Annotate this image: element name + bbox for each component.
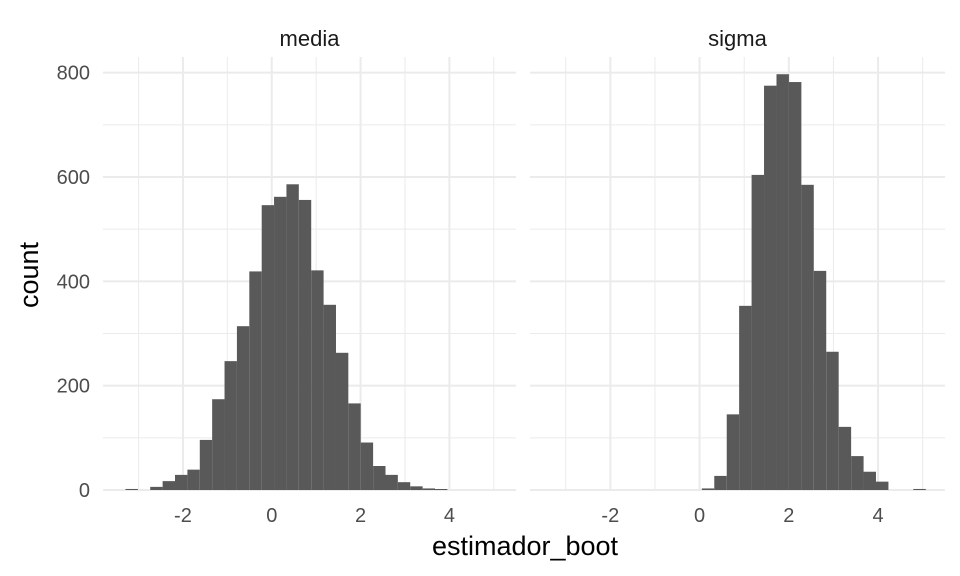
- y-tick-label: 200: [57, 376, 90, 398]
- histogram-bar: [298, 199, 312, 490]
- histogram-bar: [199, 439, 213, 490]
- y-tick-label: 800: [57, 63, 90, 85]
- histogram-bar: [224, 361, 237, 490]
- histogram-bar: [335, 352, 349, 490]
- panel-sigma: -2 0 2 4 sigma: [530, 26, 945, 527]
- facet-strip-label: sigma: [708, 26, 767, 51]
- histogram-bar: [162, 481, 176, 490]
- histogram-bar: [838, 426, 852, 490]
- histogram-bar: [373, 466, 386, 490]
- y-tick-label: 0: [79, 480, 90, 502]
- histogram-bar: [410, 486, 423, 490]
- x-tick-label: -2: [174, 505, 192, 527]
- histogram-bar: [714, 475, 727, 490]
- histogram-bar: [913, 488, 926, 490]
- x-tick-label: 0: [266, 505, 277, 527]
- histogram-bar: [212, 399, 225, 490]
- histogram-bar: [311, 270, 324, 490]
- histogram-bar: [274, 196, 287, 490]
- histogram-bar: [435, 489, 448, 490]
- histogram-bar: [348, 403, 361, 490]
- x-tick-label: 4: [444, 505, 455, 527]
- histogram-bar: [187, 469, 200, 490]
- histogram-bar: [801, 184, 814, 491]
- histogram-bar: [236, 326, 250, 490]
- y-axis: 0 200 400 600 800: [57, 63, 90, 502]
- histogram-bar: [701, 488, 715, 490]
- x-tick-label: 0: [694, 505, 705, 527]
- histogram-bar: [826, 351, 839, 490]
- histogram-bar: [385, 474, 398, 490]
- histogram-bar: [788, 82, 802, 491]
- histogram-bar: [261, 205, 275, 490]
- histogram-bar: [776, 74, 789, 490]
- y-tick-label: 400: [57, 271, 90, 293]
- x-axis-title: estimador_boot: [432, 531, 619, 561]
- histogram-bar: [397, 482, 411, 490]
- histogram-bar: [751, 174, 765, 491]
- histogram-bar: [863, 471, 876, 490]
- x-tick-label: 4: [873, 505, 884, 527]
- histogram-bar: [249, 271, 262, 490]
- y-tick-label: 600: [57, 167, 90, 189]
- histogram-bar: [323, 304, 336, 490]
- x-tick-label: 2: [355, 505, 366, 527]
- histogram-bar: [360, 442, 374, 490]
- histogram-bar: [150, 486, 163, 490]
- x-tick-label: -2: [601, 505, 619, 527]
- facet-strip-label: media: [280, 26, 341, 51]
- panel-media: -2 0 2 4 media: [103, 26, 516, 527]
- panels-layer: -2 0 2 4 media -2 0 2 4 sigma: [103, 26, 945, 527]
- y-axis-title: count: [14, 241, 44, 308]
- histogram-bar: [875, 481, 889, 490]
- histogram-bar: [739, 305, 752, 490]
- histogram-bar: [726, 414, 740, 490]
- histogram-bar: [764, 85, 777, 490]
- histogram-bar: [175, 474, 188, 490]
- x-tick-label: 2: [783, 505, 794, 527]
- histogram-bar: [286, 184, 299, 490]
- histogram-bar: [422, 488, 436, 490]
- histogram-bar: [125, 488, 138, 490]
- histogram-bar: [813, 270, 827, 490]
- histogram-bar: [851, 456, 864, 490]
